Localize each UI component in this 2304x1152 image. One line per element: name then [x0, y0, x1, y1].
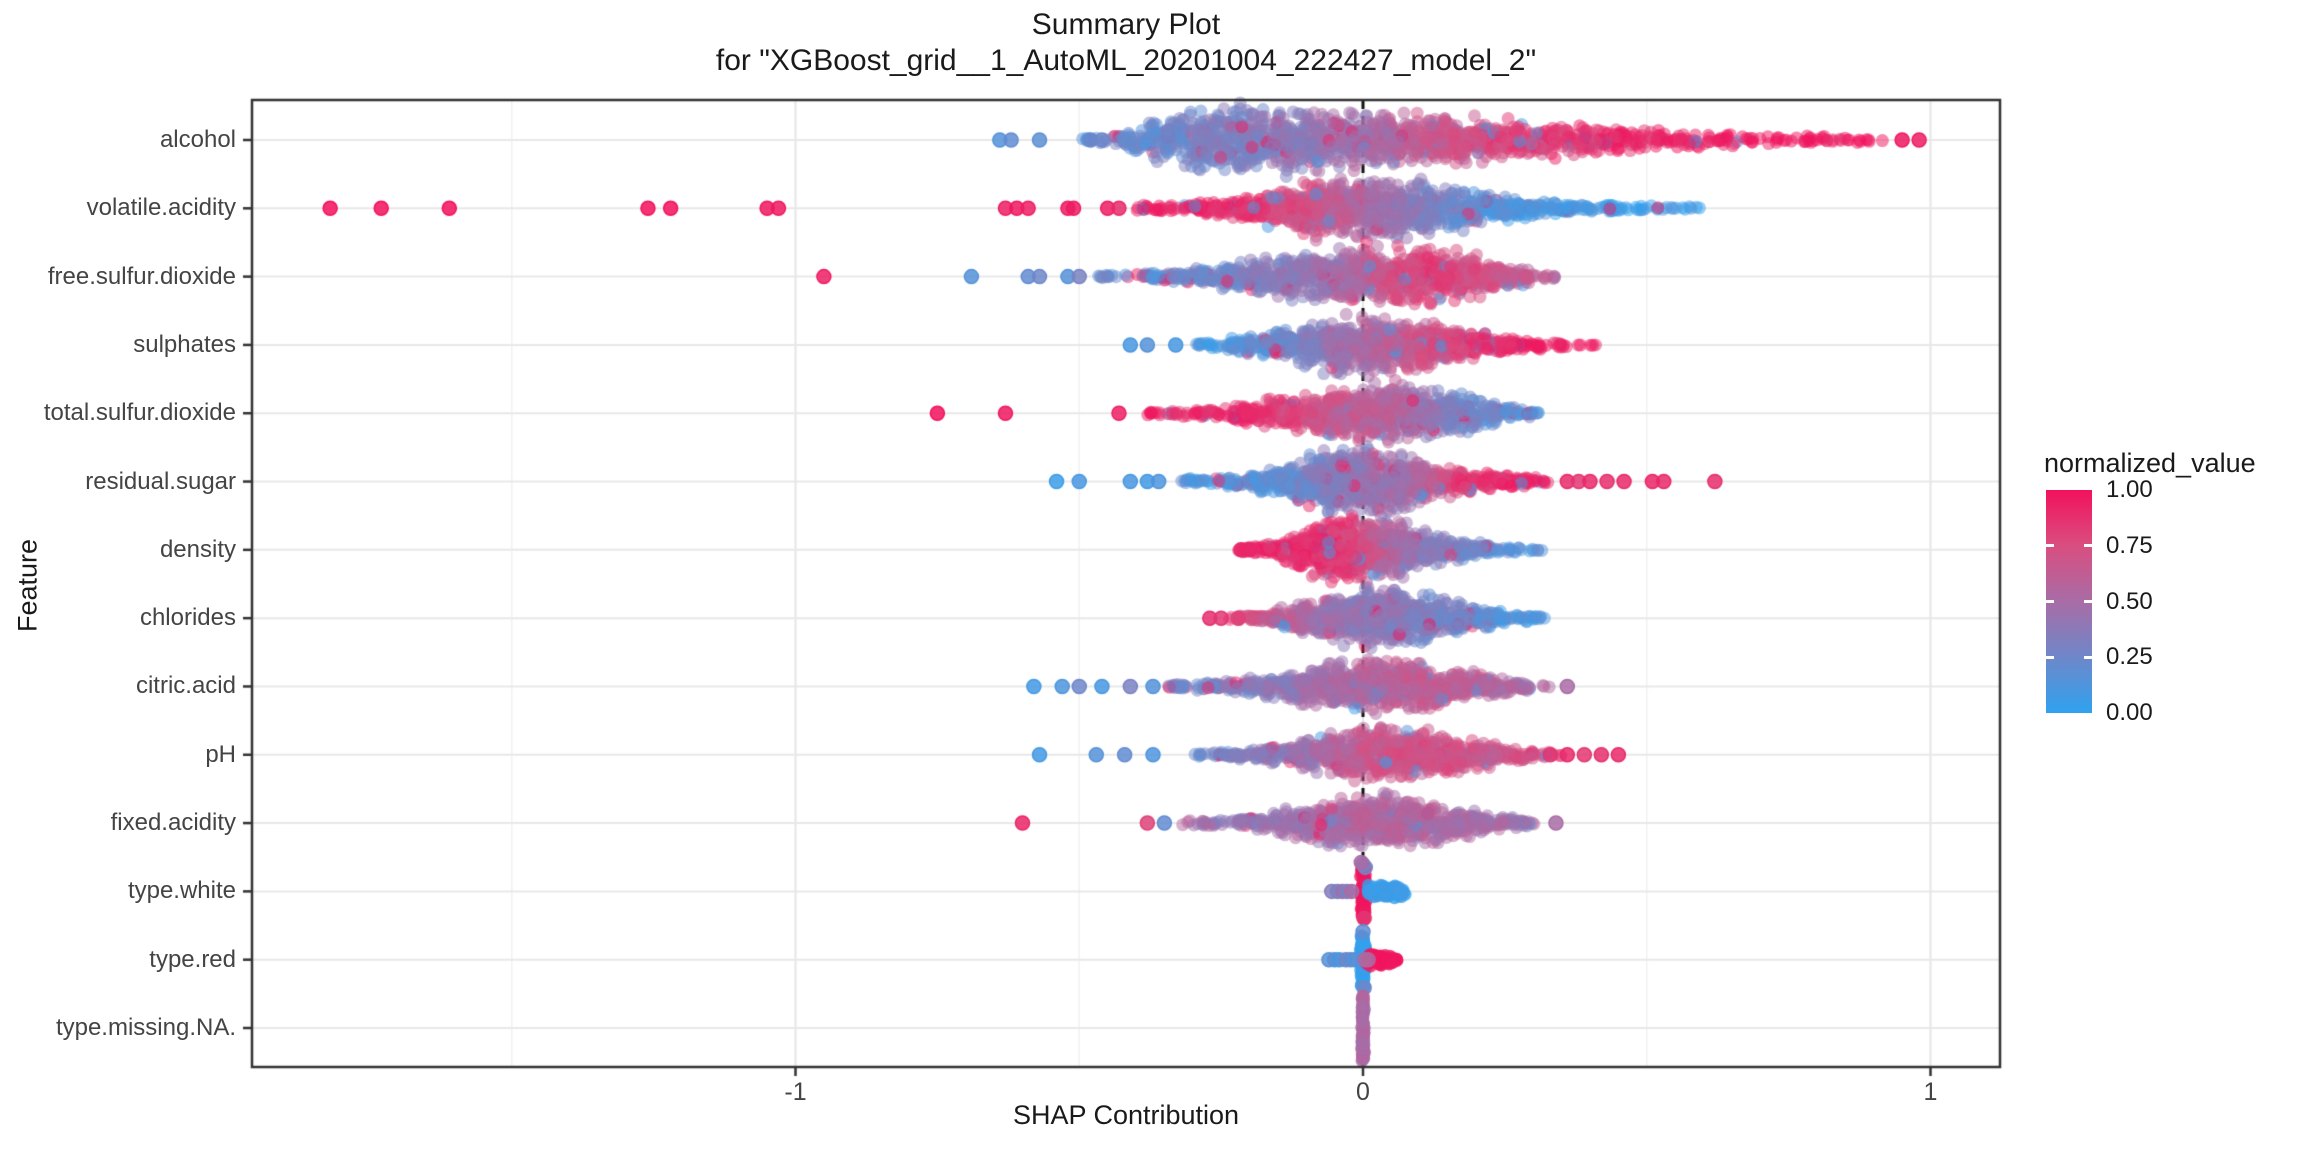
y-tick-label-fixed-acidity: fixed.acidity	[110, 809, 236, 837]
x-tick-label-0: 0	[1356, 1078, 1370, 1106]
y-tick-label-type-red: type.red	[149, 945, 236, 973]
legend-title: normalized_value	[2044, 448, 2256, 478]
chart-title-line1: Summary Plot	[1031, 8, 1221, 41]
y-tick-label-residual-sugar: residual.sugar	[85, 467, 236, 495]
legend-label-0.75: 0.75	[2106, 531, 2153, 559]
legend-label-0.25: 0.25	[2106, 643, 2153, 671]
legend-tick-mark	[2046, 655, 2054, 659]
y-tick-label-free-sulfur-dioxide: free.sulfur.dioxide	[47, 262, 236, 290]
x-tick-label-1: 1	[1923, 1078, 1938, 1106]
y-tick-label-sulphates: sulphates	[133, 330, 236, 358]
x-axis-title: SHAP Contribution	[1012, 1100, 1240, 1130]
y-axis-title: Feature	[12, 538, 43, 633]
legend-label-0.00: 0.00	[2106, 699, 2153, 726]
legend-tick-mark	[2084, 600, 2092, 603]
y-tick-label-type-white: type.white	[127, 877, 236, 905]
legend-tick-mark	[2084, 655, 2092, 659]
legend-tick-mark	[2084, 544, 2092, 548]
y-tick-label-chlorides: chlorides	[139, 604, 236, 632]
y-tick-label-density: density	[159, 535, 236, 563]
x-tick-label--1: -1	[784, 1078, 807, 1106]
y-tick-label-citric-acid: citric.acid	[135, 672, 236, 700]
y-tick-label-total-sulfur-dioxide: total.sulfur.dioxide	[43, 399, 236, 427]
chart-title-line2: for "XGBoost_grid__1_AutoML_20201004_222…	[715, 44, 1537, 77]
y-tick-label-type-missing-NA-: type.missing.NA.	[55, 1014, 236, 1041]
y-tick-label-alcohol: alcohol	[159, 126, 236, 153]
legend-label-1.00: 1.00	[2106, 476, 2153, 503]
legend-tick-mark	[2046, 600, 2054, 603]
y-tick-label-pH: pH	[205, 740, 236, 768]
y-tick-label-volatile-acidity: volatile.acidity	[86, 194, 236, 222]
legend-tick-mark	[2046, 544, 2054, 548]
legend-label-0.50: 0.50	[2106, 587, 2153, 615]
